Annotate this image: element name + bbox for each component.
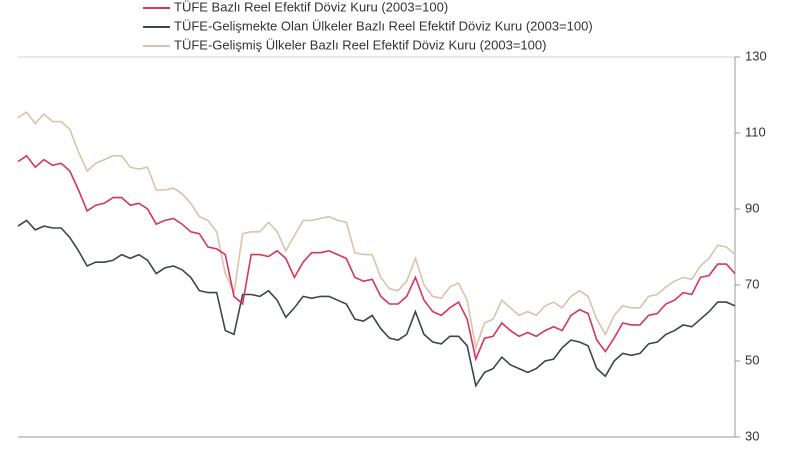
y-tick-label: 130 [745, 48, 767, 63]
series-line [17, 154, 736, 362]
y-tick-label: 90 [745, 200, 759, 215]
legend-label: TÜFE-Gelişmekte Olan Ülkeler Bazlı Reel … [174, 18, 593, 33]
y-tick-label: 110 [745, 124, 766, 139]
legend-label: TÜFE-Gelişmiş Ülkeler Bazlı Reel Efektif… [174, 37, 546, 52]
legend-label: TÜFE Bazlı Reel Efektif Döviz Kuru (2003… [174, 0, 448, 14]
series-line [17, 111, 736, 351]
y-tick-label: 70 [745, 276, 759, 291]
y-tick-label: 50 [745, 352, 759, 367]
y-tick-label: 30 [745, 428, 759, 443]
series-line [17, 219, 736, 388]
